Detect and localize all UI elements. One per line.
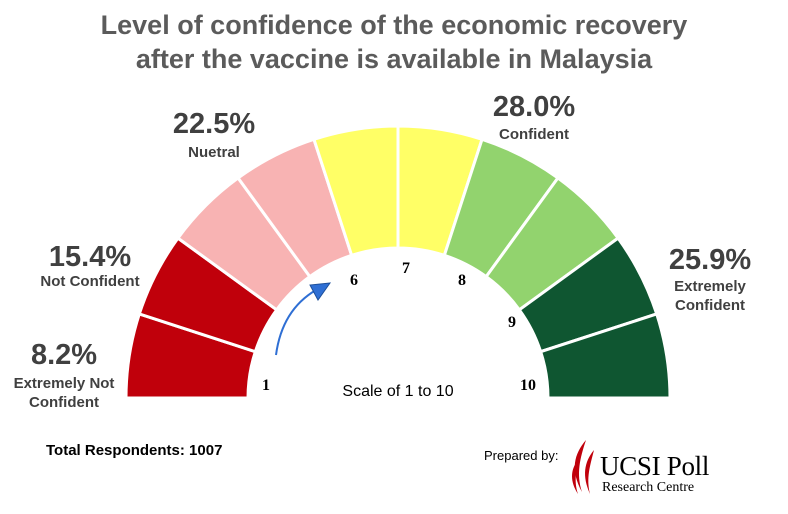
category-label: Extremely Not [14,375,115,392]
category-confident: 28.0% Confident [493,91,575,143]
logo-main: UCSI Poll [600,451,710,481]
title-line-2: after the vaccine is available in Malays… [135,44,653,74]
arrow-head [309,282,332,301]
scale-label-1: 1 [262,377,270,394]
category-value: 22.5% [173,108,255,140]
category-label: Confident [499,126,569,143]
gauge-segment-10 [538,312,672,400]
arrow-shaft [275,289,317,356]
scale-label-8: 8 [458,272,466,289]
category-not-confident: 15.4%Not Confident [40,241,139,290]
chart-title: Level of confidence of the economic reco… [0,8,788,76]
direction-arrow [275,282,332,356]
ucsi-flame-logo-icon [572,440,594,494]
center-label: Scale of 1 to 10 [342,383,453,400]
gauge-segments [124,124,672,400]
category-label: Not Confident [40,273,139,290]
scale-label-9: 9 [508,314,516,331]
category-value: 28.0% [493,91,575,123]
category-value: 15.4% [49,241,131,273]
scale-label-7: 7 [402,260,410,277]
scale-label-10: 10 [520,377,536,394]
logo-sub: Research Centre [602,480,695,495]
category-extremely-confident: 25.9% Extremely Confident [669,244,751,314]
ucsi-logo-text: UCSI Poll Research Centre [600,452,709,496]
title-line-1: Level of confidence of the economic reco… [100,10,688,40]
category-value: 8.2% [31,339,97,371]
category-nuetral: 22.5% Nuetral [173,108,255,161]
category-label: Extremely [674,278,746,295]
category-label: Nuetral [188,144,240,161]
category-extremely-not-confident: 8.2% Extremely Not Confident [14,339,115,411]
total-respondents: Total Respondents: 1007 [46,442,223,459]
category-label: Confident [29,394,99,411]
category-label: Confident [675,297,745,314]
scale-label-6: 6 [350,272,358,289]
category-labels: 8.2% Extremely Not Confident 15.4%Not Confi… [14,91,752,411]
scale-labels: 1 6 7 8 9 10 [262,260,536,394]
prepared-by-label: Prepared by: [484,448,559,463]
category-value: 25.9% [669,244,751,276]
